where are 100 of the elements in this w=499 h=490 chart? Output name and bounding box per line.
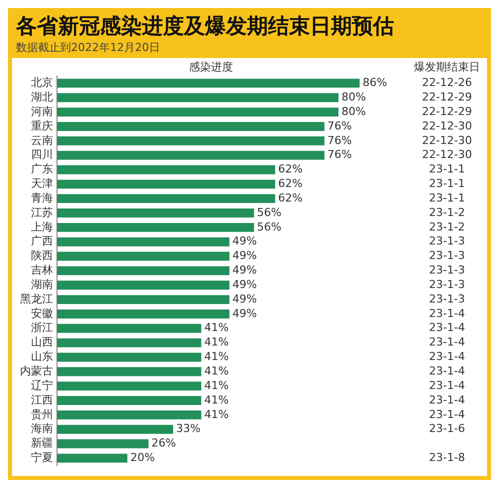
bar: [57, 266, 230, 276]
y-tick-label: 四川: [31, 148, 53, 162]
chart-title: 各省新冠感染进度及爆发期结束日期预估: [16, 13, 395, 40]
bar: [57, 382, 202, 391]
y-tick-label: 山西: [31, 336, 53, 349]
bar: [57, 396, 202, 405]
bar: [57, 424, 174, 434]
text: 23-1-3: [429, 264, 465, 277]
y-tick-label: 安徽: [31, 306, 53, 320]
text: 爆发期结束日: [414, 60, 480, 74]
data-label: 76%: [327, 119, 352, 132]
data-label: 41%: [204, 378, 229, 392]
bar: [57, 222, 254, 232]
bar: [57, 309, 230, 318]
data-label: 56%: [257, 206, 282, 219]
data-label: 41%: [204, 364, 229, 378]
text: 22-12-29: [422, 104, 472, 118]
y-tick-label: 江苏: [31, 206, 53, 219]
text: 23-1-1: [429, 191, 465, 204]
text: 23-1-4: [429, 364, 465, 378]
data-label: 20%: [130, 451, 155, 464]
bar: [57, 93, 338, 102]
y-tick-label: 上海: [31, 220, 53, 234]
bar: [57, 136, 324, 146]
data-label: 49%: [232, 306, 257, 320]
y-tick-label: 新疆: [31, 436, 53, 450]
bar: [57, 237, 230, 246]
data-label: 62%: [278, 177, 303, 190]
data-label: 76%: [327, 134, 352, 147]
bar: [57, 410, 202, 420]
data-label: 62%: [278, 162, 303, 176]
bar: [57, 324, 202, 333]
text: 23-1-6: [429, 422, 465, 436]
text: 23-1-4: [429, 408, 465, 421]
y-tick-label: 广西: [31, 234, 53, 248]
data-label: 80%: [341, 90, 366, 104]
y-tick-label: 辽宁: [31, 378, 53, 392]
data-label: 86%: [362, 76, 388, 90]
text: 23-1-3: [429, 249, 465, 262]
y-tick-label: 海南: [31, 422, 53, 436]
data-label: 49%: [232, 249, 257, 262]
bar: [57, 280, 230, 290]
data-label: 41%: [204, 350, 229, 364]
data-label: 80%: [341, 104, 366, 118]
text: 23-1-3: [429, 292, 465, 306]
bar: [57, 439, 148, 448]
text: 22-12-30: [422, 119, 472, 132]
text: 23-1-2: [429, 220, 465, 234]
text: 22-12-29: [422, 90, 472, 104]
text: 23-1-4: [429, 336, 465, 349]
text: 23-1-4: [429, 378, 465, 392]
bar: [57, 194, 276, 204]
text: 23-1-1: [429, 162, 465, 176]
data-label: 76%: [327, 148, 352, 162]
y-tick-label: 广东: [31, 162, 53, 176]
data-label: 56%: [257, 220, 282, 234]
y-tick-label: 河南: [31, 104, 53, 118]
data-label: 49%: [232, 234, 257, 248]
y-tick-label: 云南: [31, 134, 53, 147]
y-tick-label: 吉林: [31, 264, 53, 277]
y-tick-label: 宁夏: [31, 451, 53, 464]
y-tick-label: 浙江: [31, 321, 53, 334]
data-label: 26%: [151, 436, 176, 450]
bar: [57, 165, 276, 174]
y-tick-label: 山东: [31, 350, 53, 364]
data-label: 41%: [204, 408, 229, 421]
data-label: 41%: [204, 336, 229, 349]
text: 23-1-4: [429, 393, 465, 406]
bar: [57, 122, 324, 131]
text: 22-12-26: [422, 76, 472, 90]
bar: [57, 108, 338, 117]
x-axis-title: 感染进度: [189, 60, 233, 74]
y-tick-label: 湖南: [31, 278, 53, 291]
data-label: 33%: [176, 422, 201, 436]
bar: [57, 454, 128, 463]
text: 23-1-4: [429, 306, 465, 320]
text: 22-12-30: [422, 134, 472, 147]
text: 22-12-30: [422, 148, 472, 162]
text: 23-1-3: [429, 278, 465, 291]
bar: [57, 78, 360, 88]
data-label: 41%: [204, 321, 229, 334]
bar: [57, 338, 202, 348]
y-tick-label: 重庆: [31, 119, 53, 132]
y-tick-label: 青海: [31, 191, 53, 204]
y-tick-label: 贵州: [31, 408, 53, 421]
bar: [57, 180, 276, 189]
data-label: 49%: [232, 292, 257, 306]
bar: [57, 295, 230, 304]
y-tick-label: 天津: [31, 177, 53, 190]
text: 23-1-4: [429, 321, 465, 334]
bar: [57, 150, 324, 160]
text: 23-1-4: [429, 350, 465, 364]
bar: [57, 208, 254, 218]
bar: [57, 367, 202, 376]
y-tick-label: 江西: [31, 393, 53, 406]
data-label: 41%: [204, 393, 229, 406]
bar: [57, 252, 230, 261]
data-label: 49%: [232, 264, 257, 277]
text: 23-1-2: [429, 206, 465, 219]
chart-subtitle: 数据截止到2022年12月20日: [16, 40, 161, 56]
